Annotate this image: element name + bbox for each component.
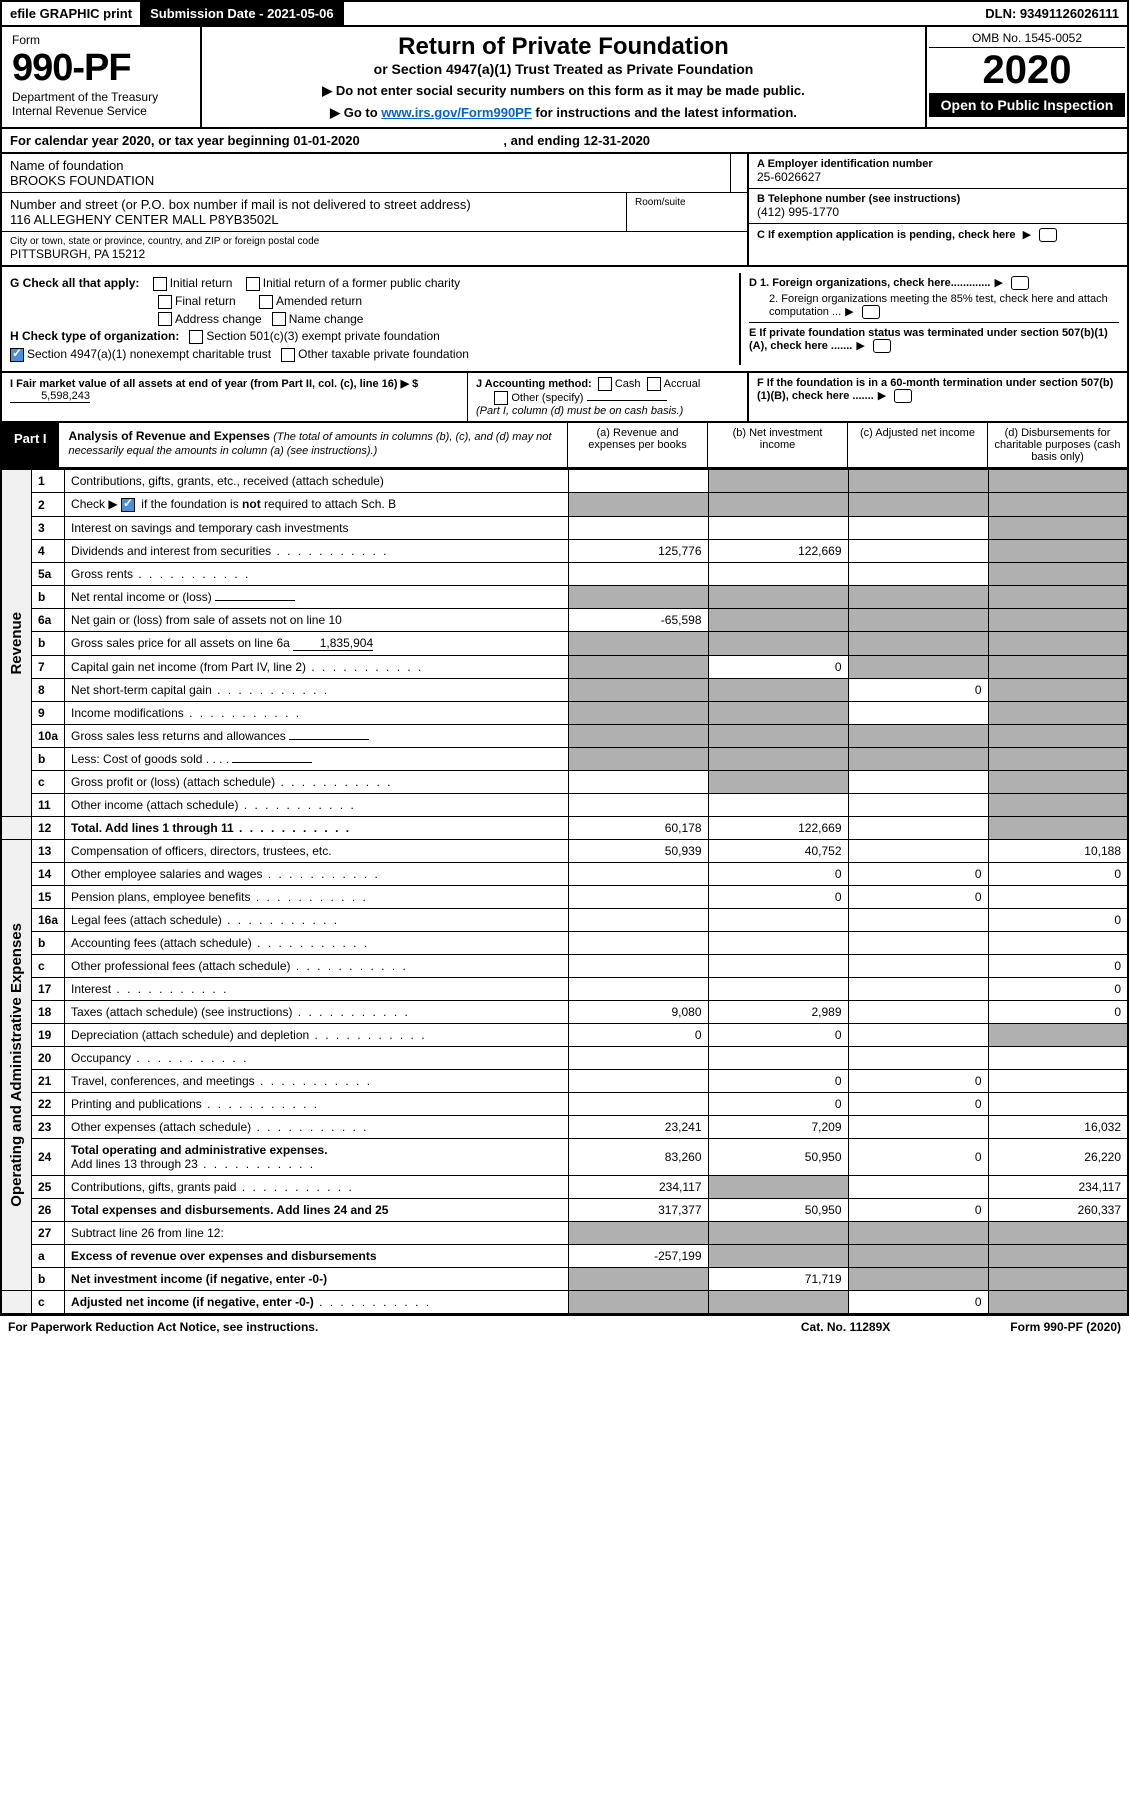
dept-treasury: Department of the Treasury: [12, 90, 190, 104]
hij-block: I Fair market value of all assets at end…: [0, 373, 1129, 423]
cb-d2[interactable]: [862, 305, 880, 319]
revenue-side-label: Revenue: [8, 612, 25, 675]
calendar-year-line: For calendar year 2020, or tax year begi…: [0, 129, 1129, 154]
part1-label: Part I: [2, 423, 59, 467]
address-label: Number and street (or P.O. box number if…: [10, 197, 618, 212]
foundation-city: PITTSBURGH, PA 15212: [10, 247, 739, 261]
expenses-side-label: Operating and Administrative Expenses: [8, 923, 25, 1207]
col-b-header: (b) Net investment income: [707, 423, 847, 467]
open-public-badge: Open to Public Inspection: [929, 93, 1125, 117]
cb-e[interactable]: [873, 339, 891, 353]
ssn-warning: ▶ Do not enter social security numbers o…: [212, 83, 915, 99]
cb-cash[interactable]: [598, 377, 612, 391]
cb-name-change[interactable]: [272, 312, 286, 326]
page-footer: For Paperwork Reduction Act Notice, see …: [0, 1315, 1129, 1338]
foundation-address: 116 ALLEGHENY CENTER MALL P8YB3502L: [10, 212, 618, 227]
cb-initial-former[interactable]: [246, 277, 260, 291]
c-label: C If exemption application is pending, c…: [757, 229, 1016, 241]
cat-no: Cat. No. 11289X: [801, 1320, 890, 1334]
form-number: 990-PF: [12, 47, 190, 90]
efile-print[interactable]: efile GRAPHIC print: [2, 2, 142, 25]
cb-other-taxable[interactable]: [281, 348, 295, 362]
dln: DLN: 93491126026111: [977, 2, 1127, 25]
part1-table: Revenue 1Contributions, gifts, grants, e…: [0, 469, 1129, 1315]
form-ref: Form 990-PF (2020): [1010, 1320, 1121, 1334]
cb-d1[interactable]: [1011, 276, 1029, 290]
cb-amended[interactable]: [259, 295, 273, 309]
omb-number: OMB No. 1545-0052: [929, 29, 1125, 48]
fmv-value: 5,598,243: [10, 390, 90, 403]
cb-final-return[interactable]: [158, 295, 172, 309]
phone-label: B Telephone number (see instructions): [757, 193, 1119, 205]
cb-sch-b[interactable]: [121, 498, 135, 512]
form-header: Form 990-PF Department of the Treasury I…: [0, 27, 1129, 129]
room-suite-label: Room/suite: [627, 193, 747, 231]
cb-accrual[interactable]: [647, 377, 661, 391]
cb-initial-return[interactable]: [153, 277, 167, 291]
paperwork-notice: For Paperwork Reduction Act Notice, see …: [8, 1320, 318, 1334]
ein-value: 25-6026627: [757, 170, 1119, 184]
instructions-link[interactable]: www.irs.gov/Form990PF: [381, 105, 532, 120]
cb-501c3[interactable]: [189, 330, 203, 344]
col-c-header: (c) Adjusted net income: [847, 423, 987, 467]
tax-year: 2020: [929, 48, 1125, 93]
col-d-header: (d) Disbursements for charitable purpose…: [987, 423, 1127, 467]
instructions-line: ▶ Go to www.irs.gov/Form990PF for instru…: [212, 105, 915, 121]
submission-date: Submission Date - 2021-05-06: [142, 2, 344, 25]
ein-label: A Employer identification number: [757, 158, 1119, 170]
form-title: Return of Private Foundation: [212, 33, 915, 61]
cb-f[interactable]: [894, 389, 912, 403]
phone-value: (412) 995-1770: [757, 205, 1119, 219]
c-checkbox[interactable]: [1039, 228, 1057, 242]
col-a-header: (a) Revenue and expenses per books: [567, 423, 707, 467]
foundation-name: BROOKS FOUNDATION: [10, 173, 722, 188]
name-label: Name of foundation: [10, 158, 722, 173]
form-label: Form: [12, 33, 190, 47]
top-bar: efile GRAPHIC print Submission Date - 20…: [0, 0, 1129, 27]
irs-label: Internal Revenue Service: [12, 104, 190, 118]
check-section-g: G Check all that apply: Initial return I…: [0, 267, 1129, 373]
city-label: City or town, state or province, country…: [10, 236, 739, 247]
part1-header: Part I Analysis of Revenue and Expenses …: [0, 423, 1129, 469]
cb-other-method[interactable]: [494, 391, 508, 405]
cb-4947a1[interactable]: [10, 348, 24, 362]
form-subtitle: or Section 4947(a)(1) Trust Treated as P…: [212, 61, 915, 77]
cb-address-change[interactable]: [158, 312, 172, 326]
foundation-info: Name of foundation BROOKS FOUNDATION Num…: [0, 154, 1129, 267]
